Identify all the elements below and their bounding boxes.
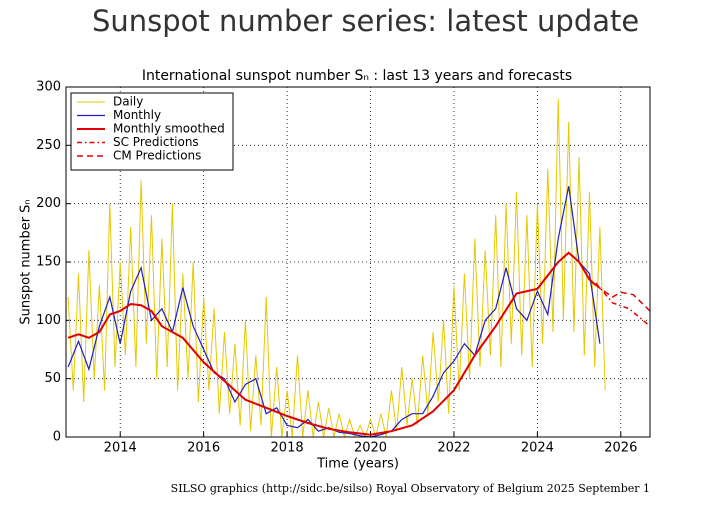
legend-label: Monthly (113, 108, 161, 122)
x-tick-label: 2024 (521, 441, 554, 456)
y-tick-label: 250 (36, 138, 61, 153)
y-tick-label: 100 (36, 313, 61, 328)
x-tick-label: 2014 (104, 441, 137, 456)
x-tick-label: 2026 (604, 441, 637, 456)
series-line (595, 284, 650, 312)
series-line (67, 98, 606, 437)
x-tick-label: 2022 (437, 441, 470, 456)
legend-label: Monthly smoothed (113, 122, 225, 136)
y-tick-label: 50 (44, 371, 61, 386)
series-line (67, 251, 597, 436)
y-axis-label: Sunspot number Sₙ (19, 199, 34, 324)
y-tick-label: 0 (53, 430, 61, 445)
x-tick-label: 2018 (271, 441, 304, 456)
x-tick-label: 2020 (354, 441, 387, 456)
footer: SILSO graphics (http://sidc.be/silso) Ro… (171, 482, 650, 495)
legend-label: SC Predictions (113, 135, 199, 149)
series-line (595, 282, 650, 327)
legend-label: CM Predictions (113, 149, 201, 163)
chart-title: International sunspot number Sₙ : last 1… (142, 68, 572, 84)
y-tick-label: 200 (36, 196, 61, 211)
plot-frame (65, 86, 651, 438)
plot-area (67, 98, 650, 437)
y-tick-label: 300 (36, 80, 61, 95)
legend-label: Daily (113, 95, 143, 109)
x-tick-label: 2016 (187, 441, 220, 456)
legend-box (70, 92, 234, 171)
y-tick-label: 150 (36, 255, 61, 270)
page-heading: Sunspot number series: latest update (92, 4, 640, 38)
x-axis-label: Time (years) (316, 457, 399, 472)
